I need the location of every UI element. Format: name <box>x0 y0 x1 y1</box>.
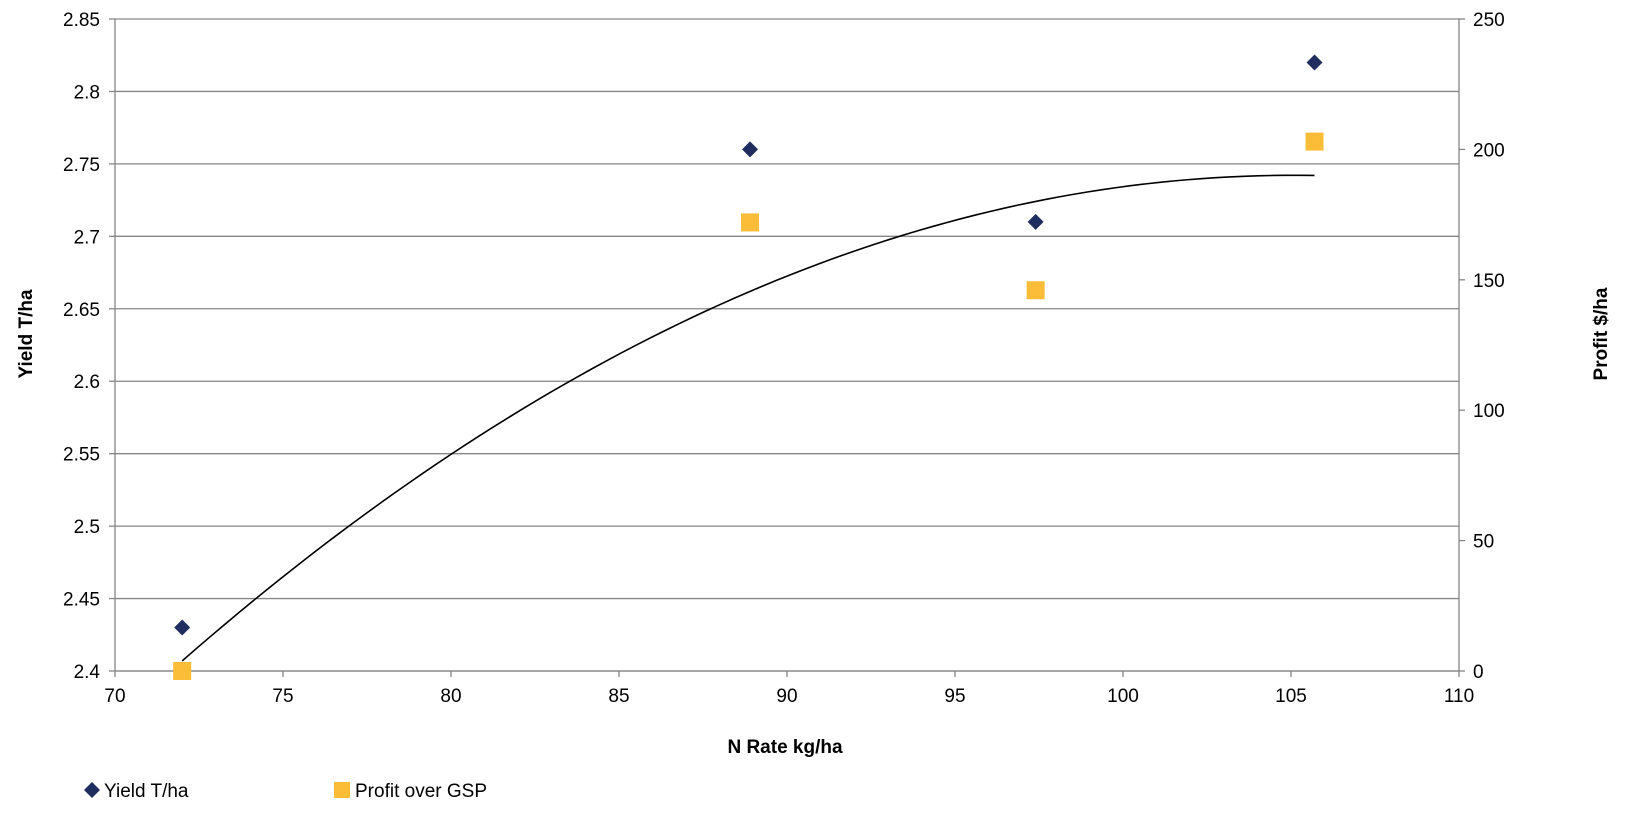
yield-point <box>174 619 191 636</box>
x-tick-label: 110 <box>1444 686 1474 707</box>
legend-item-profit: Profit over GSP <box>334 781 487 802</box>
profit-point <box>1026 281 1045 300</box>
y-left-tick-label: 2.5 <box>74 517 100 538</box>
y-right-tick-label: 200 <box>1473 140 1505 161</box>
x-tick-label: 70 <box>104 686 125 707</box>
yield-point <box>1027 213 1044 230</box>
profit-point <box>741 213 760 232</box>
yield-point <box>1306 54 1323 71</box>
legend-profit-label: Profit over GSP <box>355 781 487 802</box>
y-left-tick-label: 2.65 <box>63 300 100 321</box>
x-tick-label: 95 <box>944 686 965 707</box>
tick-labels: 70 75 80 85 90 95 100 105 110 2.4 2.45 2.5 2.55 2.6 2.… <box>63 10 1505 707</box>
y-left-tick-label: 2.45 <box>63 590 100 611</box>
legend-item-yield: Yield T/ha <box>84 781 189 802</box>
y-left-tick-label: 2.6 <box>74 372 100 393</box>
data-points <box>173 54 1324 680</box>
y-right-tick-label: 250 <box>1473 10 1505 31</box>
x-tick-label: 90 <box>776 686 797 707</box>
yield-point <box>742 141 759 158</box>
gridlines <box>115 18 1459 672</box>
trendline-group <box>181 174 1315 662</box>
profit-point <box>1305 132 1324 151</box>
y-left-tick-label: 2.75 <box>63 155 100 176</box>
y-left-tick-label: 2.55 <box>63 445 100 466</box>
y-right-tick-label: 150 <box>1473 271 1505 292</box>
axes <box>109 18 1465 677</box>
x-tick-label: 85 <box>608 686 629 707</box>
y-left-tick-label: 2.85 <box>63 10 100 31</box>
y-axis-right-title: Profit $/ha <box>1591 287 1612 380</box>
x-axis-title: N Rate kg/ha <box>727 737 843 758</box>
x-tick-label: 75 <box>272 686 293 707</box>
profit-point <box>173 662 192 680</box>
y-left-tick-label: 2.8 <box>74 82 100 103</box>
y-right-tick-label: 100 <box>1473 401 1505 422</box>
y-right-tick-label: 50 <box>1473 532 1494 553</box>
y-axis-left-title: Yield T/ha <box>16 289 37 378</box>
legend-yield-label: Yield T/ha <box>104 781 189 802</box>
legend-yield-marker <box>84 782 100 798</box>
y-left-tick-label: 2.7 <box>74 227 100 248</box>
trendline <box>181 174 1315 662</box>
legend-profit-marker <box>334 782 350 798</box>
x-tick-label: 80 <box>440 686 461 707</box>
x-tick-label: 105 <box>1275 686 1307 707</box>
y-left-tick-label: 2.4 <box>74 662 101 683</box>
y-right-tick-label: 0 <box>1473 662 1484 683</box>
x-tick-label: 100 <box>1107 686 1139 707</box>
legend: Yield T/ha Profit over GSP <box>84 781 487 802</box>
